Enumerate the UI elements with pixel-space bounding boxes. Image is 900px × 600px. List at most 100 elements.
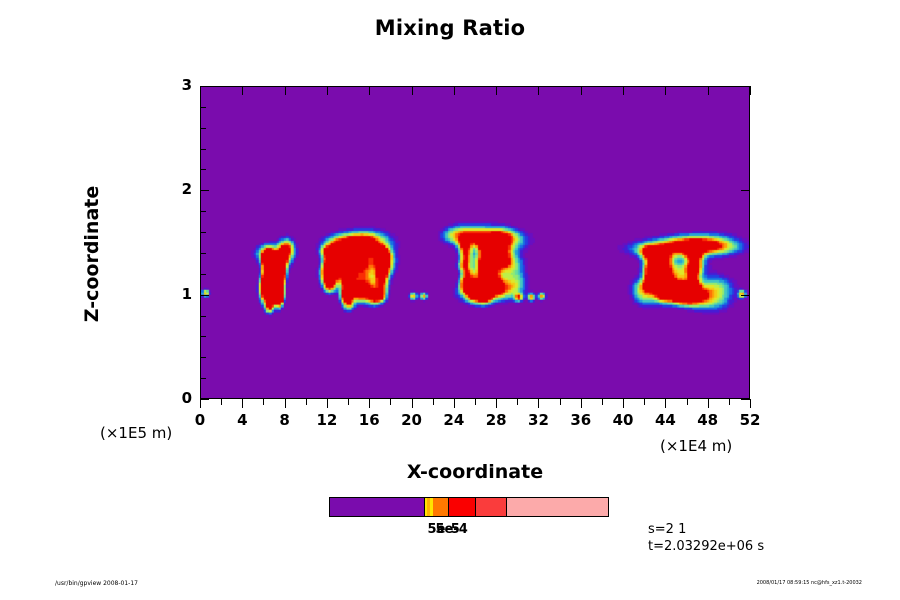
x-axis-tick	[284, 399, 286, 408]
colorbar-separator	[448, 497, 450, 517]
x-axis-tick	[326, 86, 328, 95]
y-axis-minor-tick	[200, 336, 206, 338]
colorbar-segment	[330, 498, 425, 516]
x-axis-minor-tick	[686, 399, 688, 405]
y-axis-unit-annotation: (×1E5 m)	[100, 424, 173, 442]
x-axis-tick-label: 48	[697, 411, 719, 429]
x-axis-minor-tick	[644, 399, 646, 405]
y-axis-minor-tick	[200, 378, 206, 380]
x-axis-tick	[200, 399, 201, 408]
x-axis-tick	[538, 86, 540, 95]
x-axis-tick	[665, 399, 667, 408]
x-axis-minor-tick	[348, 399, 350, 405]
colorbar-separator	[506, 497, 508, 517]
colorbar-segment	[424, 498, 428, 516]
x-axis-tick-label: 36	[570, 411, 592, 429]
page-title: Mixing Ratio	[374, 16, 526, 40]
footer-metadata: 2008/01/17 08:59:15 nc@hfs_xz1.t-20032	[756, 580, 862, 586]
x-axis-tick	[326, 399, 328, 408]
status-time: t=2.03292e+06 s	[648, 539, 765, 554]
y-axis-minor-tick	[200, 127, 206, 129]
x-axis-minor-tick	[728, 399, 730, 405]
colorbar	[329, 497, 609, 517]
x-axis-tick-label: 24	[443, 411, 465, 429]
x-axis-tick	[496, 86, 498, 95]
x-axis-tick	[369, 86, 371, 95]
x-axis-minor-tick	[432, 399, 434, 405]
x-axis-tick	[580, 86, 582, 95]
x-axis-minor-tick	[305, 399, 307, 405]
x-axis-tick-label: 4	[237, 411, 248, 429]
colorbar-separator	[423, 497, 425, 517]
x-axis-minor-tick	[263, 399, 265, 405]
x-axis-tick-label: 16	[358, 411, 380, 429]
y-axis-tick	[200, 190, 209, 192]
x-axis-tick	[284, 86, 286, 95]
y-axis-tick	[741, 399, 750, 400]
y-axis-tick	[200, 294, 209, 296]
y-axis-minor-tick	[200, 232, 206, 234]
x-axis-tick	[453, 399, 455, 408]
x-axis-tick-label: 0	[194, 411, 206, 429]
x-axis-tick	[750, 399, 751, 408]
x-axis-minor-tick	[601, 399, 603, 405]
x-axis-tick	[665, 86, 667, 95]
x-axis-tick	[580, 399, 582, 408]
x-axis-tick	[707, 86, 709, 95]
y-axis-tick	[741, 294, 750, 296]
colorbar-segment	[433, 498, 449, 516]
y-axis-minor-tick	[200, 357, 206, 359]
contour-field-canvas	[201, 87, 749, 398]
colorbar-tick-label: 5e-4	[435, 522, 468, 537]
x-axis-tick	[411, 399, 413, 408]
y-axis-tick	[741, 190, 750, 192]
colorbar-segment	[474, 498, 506, 516]
x-axis-tick-label: 12	[316, 411, 338, 429]
colorbar-segment	[427, 498, 431, 516]
y-axis-minor-tick	[200, 211, 206, 213]
x-axis-minor-tick	[221, 399, 223, 405]
x-axis-minor-tick	[390, 399, 392, 405]
colorbar-separator	[474, 497, 476, 517]
x-axis-minor-tick	[559, 399, 561, 405]
contour-plot-area	[200, 86, 750, 399]
y-axis-tick-label: 0	[181, 389, 192, 407]
x-axis-tick	[750, 86, 751, 95]
x-axis-tick	[411, 86, 413, 95]
y-axis-minor-tick	[200, 106, 206, 108]
y-axis-tick-label: 3	[181, 76, 192, 94]
y-axis-minor-tick	[200, 252, 206, 254]
status-series: s=2 1	[648, 522, 687, 537]
y-axis-tick	[741, 86, 750, 87]
y-axis-minor-tick	[200, 273, 206, 275]
colorbar-segment	[505, 498, 608, 516]
y-axis-tick-label: 2	[181, 180, 192, 199]
x-axis-tick	[369, 399, 371, 408]
footer-command: /usr/bin/gpview 2008-01-17	[55, 580, 138, 587]
y-axis-tick	[200, 399, 209, 400]
x-axis-tick	[707, 399, 709, 408]
x-axis-tick	[538, 399, 540, 408]
x-axis-tick-label: 8	[279, 411, 290, 429]
x-axis-tick-label: 44	[654, 411, 676, 429]
x-axis-tick-label: 32	[528, 411, 549, 429]
y-axis-tick-label: 1	[181, 284, 192, 303]
x-axis-minor-tick	[475, 399, 476, 405]
x-axis-tick	[623, 86, 625, 95]
x-axis-tick	[242, 399, 244, 408]
x-axis-tick-label: 28	[485, 411, 507, 429]
x-axis-tick-label: 52	[739, 411, 761, 429]
x-axis-tick	[200, 86, 201, 95]
y-axis-minor-tick	[200, 148, 206, 150]
colorbar-segment	[430, 498, 434, 516]
colorbar-segment	[448, 498, 475, 516]
x-axis-tick	[242, 86, 244, 95]
x-axis-minor-tick	[517, 399, 519, 405]
y-axis-tick	[200, 86, 209, 87]
y-axis-minor-tick	[200, 315, 206, 317]
x-axis-unit-annotation: (×1E4 m)	[660, 437, 733, 455]
x-axis-tick-label: 40	[612, 411, 634, 429]
x-axis-tick-label: 20	[401, 411, 422, 429]
colorbar-tick-label: 5e-5	[427, 522, 460, 537]
x-axis-tick	[453, 86, 455, 95]
